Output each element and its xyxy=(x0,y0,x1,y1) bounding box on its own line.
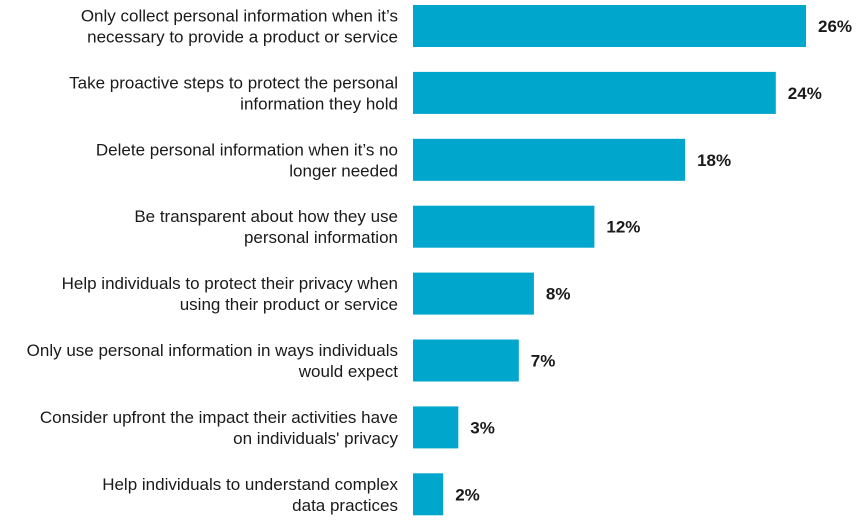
category-label-line: Be transparent about how they use xyxy=(134,207,398,226)
bar-3 xyxy=(413,138,686,181)
category-label-line: on individuals' privacy xyxy=(233,429,398,448)
category-label-line: Delete personal information when it’s no xyxy=(96,140,398,159)
bar-6 xyxy=(413,339,519,382)
bar-7 xyxy=(413,406,459,449)
bar-1 xyxy=(413,5,806,47)
value-label-7: 3% xyxy=(470,418,495,437)
category-label-line: data practices xyxy=(292,496,398,515)
category-label-line: Consider upfront the impact their activi… xyxy=(40,408,398,427)
category-label-line: Only collect personal information when i… xyxy=(81,7,398,26)
bar-4 xyxy=(413,205,595,248)
bar-5 xyxy=(413,272,534,315)
value-label-3: 18% xyxy=(697,151,731,170)
category-label-6: Only use personal information in ways in… xyxy=(27,341,399,381)
value-label-8: 2% xyxy=(455,485,480,504)
category-label-line: necessary to provide a product or servic… xyxy=(87,28,398,47)
category-label-line: Help individuals to understand complex xyxy=(102,475,398,494)
category-label-2: Take proactive steps to protect the pers… xyxy=(69,73,398,113)
value-label-4: 12% xyxy=(606,218,640,237)
value-label-1: 26% xyxy=(818,17,852,36)
category-labels-layer: Only collect personal information when i… xyxy=(27,7,399,515)
category-label-4: Be transparent about how they use persona… xyxy=(134,207,398,247)
category-label-3: Delete personal information when it’s no… xyxy=(96,140,398,180)
category-label-line: would expect xyxy=(298,362,399,381)
bar-8 xyxy=(413,473,444,516)
bars-layer xyxy=(413,5,806,516)
category-label-line: Only use personal information in ways in… xyxy=(27,341,398,360)
value-label-6: 7% xyxy=(531,352,556,371)
category-label-line: Take proactive steps to protect the pers… xyxy=(69,73,398,92)
value-label-5: 8% xyxy=(546,285,571,304)
bar-2 xyxy=(413,71,776,114)
value-labels-layer: 26% 24% 18% 12% 8% 7% 3% 2% xyxy=(455,17,852,504)
category-label-line: longer needed xyxy=(289,161,398,180)
category-label-line: information they hold xyxy=(240,94,398,113)
value-label-2: 24% xyxy=(788,84,822,103)
category-label-1: Only collect personal information when i… xyxy=(81,7,398,47)
category-label-line: personal information xyxy=(244,228,398,247)
category-label-7: Consider upfront the impact their activi… xyxy=(40,408,399,448)
category-label-8: Help individuals to understand complex da… xyxy=(102,475,398,515)
category-label-line: using their product or service xyxy=(180,295,398,314)
category-label-5: Help individuals to protect their privac… xyxy=(62,274,398,314)
category-label-line: Help individuals to protect their privac… xyxy=(62,274,398,293)
